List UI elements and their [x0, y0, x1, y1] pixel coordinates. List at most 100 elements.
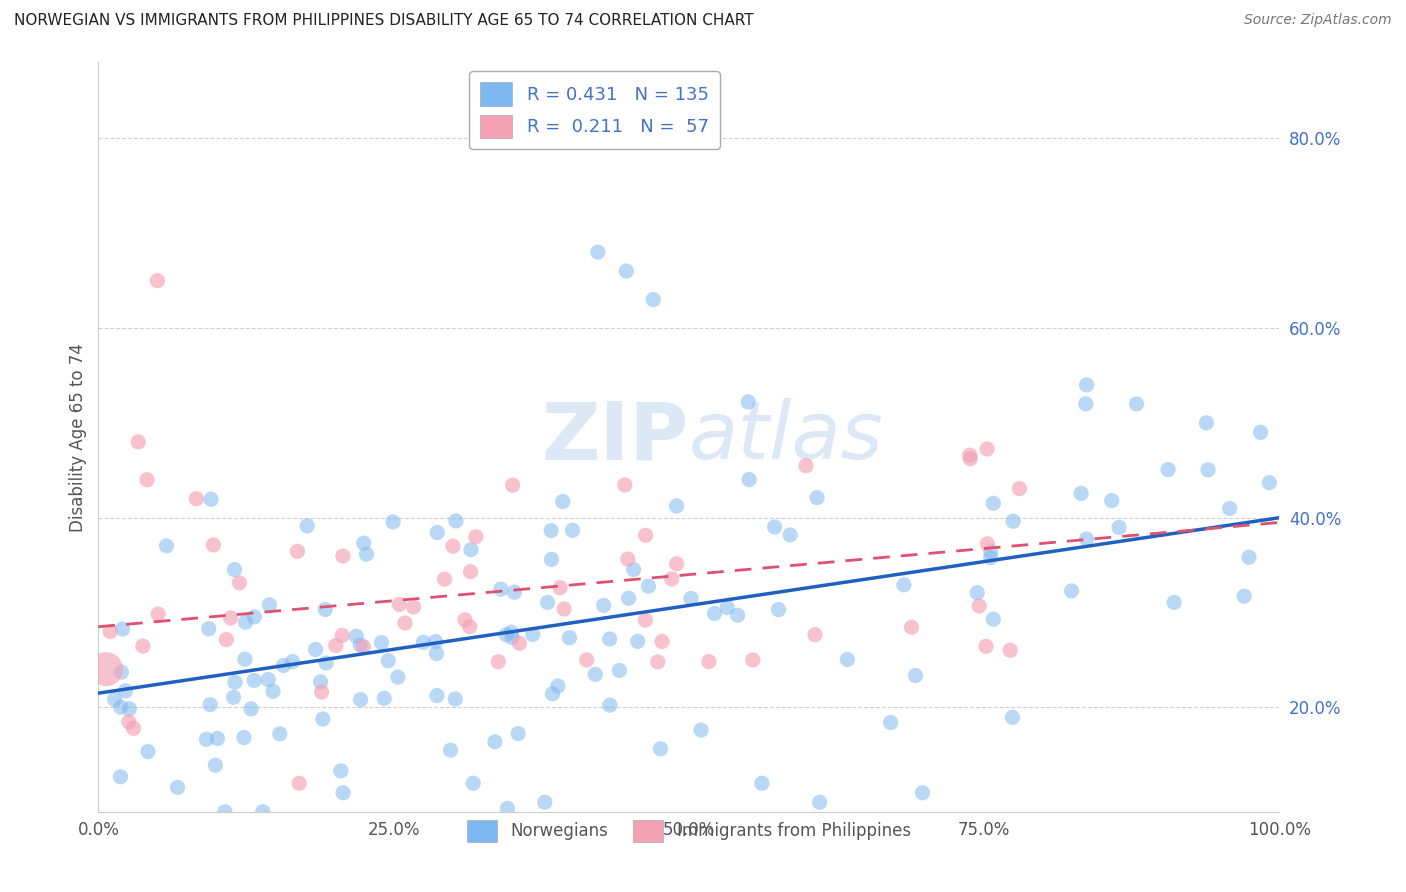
- Point: [727, 608, 749, 623]
- Point: [110, 665, 132, 679]
- Point: [613, 478, 636, 492]
- Point: [976, 442, 998, 456]
- Point: [287, 544, 309, 558]
- Point: [586, 245, 609, 260]
- Point: [837, 652, 859, 666]
- Point: [425, 647, 447, 661]
- Point: [202, 538, 225, 552]
- Point: [697, 655, 720, 669]
- Point: [273, 658, 295, 673]
- Point: [592, 599, 614, 613]
- Point: [548, 581, 571, 595]
- Point: [541, 687, 564, 701]
- Point: [127, 434, 149, 449]
- Point: [980, 544, 1002, 558]
- Point: [353, 640, 375, 654]
- Point: [426, 525, 449, 540]
- Point: [1108, 520, 1130, 534]
- Point: [1237, 550, 1260, 565]
- Point: [665, 499, 688, 513]
- Point: [425, 634, 447, 648]
- Text: NORWEGIAN VS IMMIGRANTS FROM PHILIPPINES DISABILITY AGE 65 TO 74 CORRELATION CHA: NORWEGIAN VS IMMIGRANTS FROM PHILIPPINES…: [14, 13, 754, 29]
- Point: [599, 632, 621, 646]
- Point: [136, 473, 159, 487]
- Point: [551, 494, 574, 508]
- Point: [976, 537, 998, 551]
- Point: [1002, 514, 1025, 528]
- Point: [114, 684, 136, 698]
- Point: [489, 582, 512, 596]
- Point: [295, 519, 318, 533]
- Point: [118, 714, 141, 729]
- Point: [262, 684, 284, 698]
- Point: [224, 563, 246, 577]
- Point: [1070, 486, 1092, 500]
- Point: [394, 615, 416, 630]
- Point: [540, 552, 562, 566]
- Point: [373, 691, 395, 706]
- Point: [412, 635, 434, 649]
- Point: [233, 652, 256, 666]
- Point: [893, 578, 915, 592]
- Point: [665, 557, 688, 571]
- Text: atlas: atlas: [689, 398, 884, 476]
- Point: [904, 668, 927, 682]
- Point: [1076, 532, 1098, 546]
- Point: [575, 653, 598, 667]
- Point: [332, 549, 354, 563]
- Point: [198, 698, 221, 712]
- Point: [768, 602, 790, 616]
- Point: [344, 629, 367, 643]
- Point: [458, 620, 481, 634]
- Point: [1233, 589, 1256, 603]
- Point: [370, 635, 392, 649]
- Point: [382, 515, 405, 529]
- Point: [614, 264, 637, 278]
- Point: [900, 620, 922, 634]
- Point: [235, 615, 257, 630]
- Point: [207, 731, 229, 746]
- Point: [661, 572, 683, 586]
- Point: [553, 602, 575, 616]
- Point: [454, 613, 477, 627]
- Text: Source: ZipAtlas.com: Source: ZipAtlas.com: [1244, 13, 1392, 28]
- Point: [200, 492, 222, 507]
- Point: [738, 473, 761, 487]
- Point: [547, 679, 569, 693]
- Point: [522, 627, 544, 641]
- Y-axis label: Disability Age 65 to 74: Disability Age 65 to 74: [69, 343, 87, 532]
- Point: [486, 655, 509, 669]
- Point: [222, 690, 245, 705]
- Point: [224, 675, 246, 690]
- Point: [484, 735, 506, 749]
- Point: [243, 673, 266, 688]
- Point: [501, 625, 523, 640]
- Point: [501, 631, 523, 645]
- Point: [617, 591, 640, 606]
- Point: [219, 611, 242, 625]
- Point: [315, 656, 337, 670]
- Point: [609, 664, 631, 678]
- Point: [325, 639, 347, 653]
- Point: [460, 565, 482, 579]
- Point: [703, 607, 725, 621]
- Point: [118, 702, 141, 716]
- Point: [98, 624, 121, 639]
- Point: [1074, 397, 1097, 411]
- Point: [959, 448, 981, 462]
- Point: [215, 632, 238, 647]
- Point: [195, 732, 218, 747]
- Point: [503, 585, 526, 599]
- Point: [463, 776, 485, 790]
- Point: [981, 612, 1004, 626]
- Point: [496, 801, 519, 815]
- Point: [197, 622, 219, 636]
- Point: [1195, 416, 1218, 430]
- Point: [1258, 475, 1281, 490]
- Point: [650, 741, 672, 756]
- Point: [779, 528, 801, 542]
- Point: [561, 524, 583, 538]
- Point: [259, 598, 281, 612]
- Point: [502, 478, 524, 492]
- Point: [967, 599, 990, 613]
